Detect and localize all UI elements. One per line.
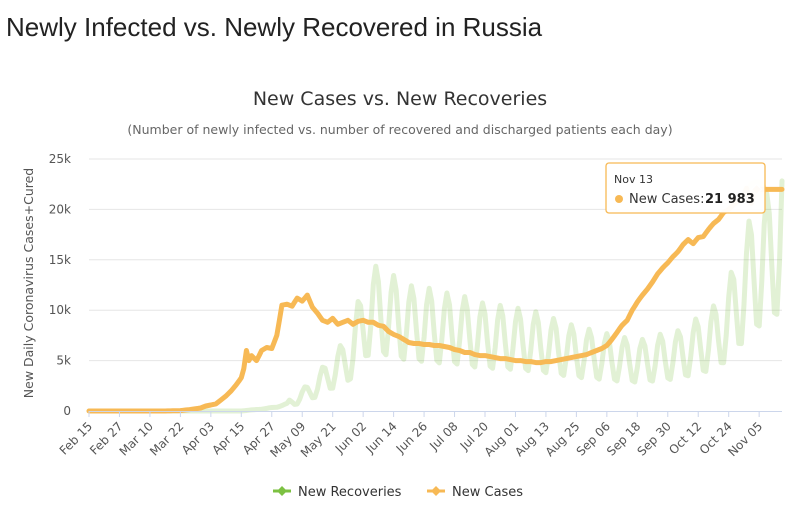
- grid-lines: [89, 158, 782, 362]
- legend-marker-new-recoveries: [277, 486, 287, 496]
- tooltip-value: 21 983: [705, 192, 755, 207]
- chart-subtitle: (Number of newly infected vs. number of …: [127, 122, 672, 137]
- y-axis-ticks: 0 5k 10k 15k 20k 25k: [49, 152, 71, 418]
- new-recoveries-line: [86, 178, 785, 414]
- x-tick-label: Apr 15: [209, 419, 247, 457]
- y-axis-label: New Daily Coronavirus Cases+Cured: [21, 168, 36, 398]
- x-tick-label: Sep 30: [635, 419, 674, 458]
- legend-label-new-recoveries: New Recoveries: [298, 485, 402, 500]
- x-tick-label: Feb 15: [57, 419, 95, 457]
- y-tick-label-5k: 5k: [56, 354, 71, 368]
- tooltip-series-dot: [615, 195, 623, 203]
- y-tick-label-20k: 20k: [49, 202, 71, 216]
- x-tick-label: Jul 08: [426, 419, 460, 453]
- y-tick-label-15k: 15k: [49, 253, 71, 267]
- tooltip-date: Nov 13: [614, 173, 653, 186]
- legend-marker-new-cases: [431, 486, 441, 496]
- legend-label-new-cases: New Cases: [452, 485, 523, 500]
- y-tick-label-25k: 25k: [49, 152, 71, 166]
- legend-item-new-recoveries[interactable]: New Recoveries: [273, 485, 402, 500]
- x-tick-label: Aug 25: [543, 419, 583, 459]
- new-cases-line: [86, 185, 785, 414]
- x-tick-label: Jun 26: [393, 419, 430, 456]
- x-tick-label: Jun 14: [362, 419, 399, 456]
- series-new-cases: [86, 185, 785, 414]
- chart-title: New Cases vs. New Recoveries: [253, 88, 547, 110]
- x-tick-label: Apr 03: [179, 419, 217, 457]
- x-tick-label: Nov 05: [725, 419, 765, 459]
- y-tick-label-10k: 10k: [49, 303, 71, 317]
- page-title: Newly Infected vs. Newly Recovered in Ru…: [6, 12, 543, 42]
- legend: New Recoveries New Cases: [273, 485, 523, 500]
- x-tick-label: Oct 12: [666, 419, 704, 457]
- x-tick-label: Mar 22: [147, 419, 186, 458]
- tooltip-box: [605, 162, 766, 214]
- series-new-recoveries: [86, 178, 785, 414]
- tooltip: Nov 13 New Cases: 21 983: [605, 162, 767, 214]
- x-tick-label: Jun 02: [332, 419, 369, 456]
- legend-item-new-cases[interactable]: New Cases: [427, 485, 523, 500]
- y-tick-label-0: 0: [63, 404, 71, 418]
- tooltip-series-label: New Cases:: [629, 192, 704, 207]
